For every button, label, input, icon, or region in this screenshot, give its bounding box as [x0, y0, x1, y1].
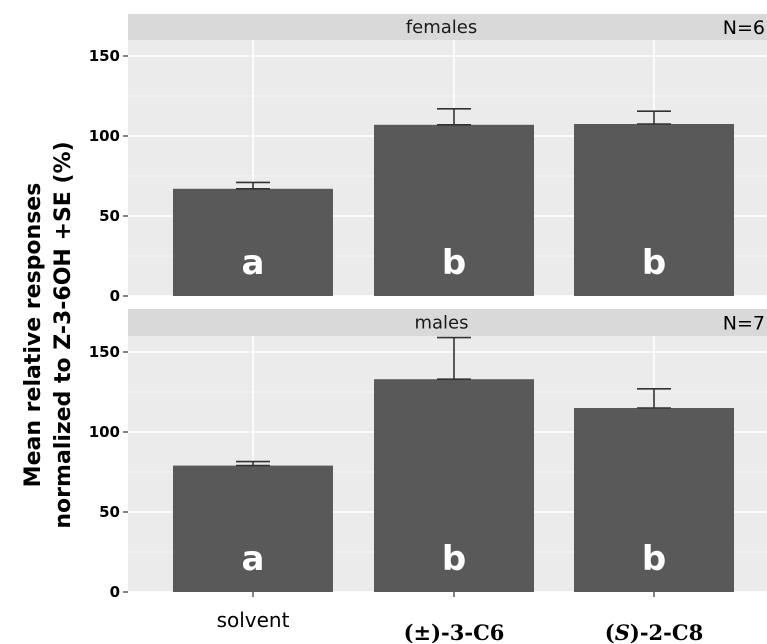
- y-tick-label: 100: [89, 127, 120, 145]
- bar: [374, 124, 534, 296]
- x-axis: solvent (±)-3-C6 (S)-2-C8: [217, 592, 703, 644]
- facet-strip: [128, 309, 767, 336]
- bar: [574, 124, 734, 296]
- sample-size-label: N=6: [723, 17, 765, 39]
- x-category-label: solvent: [217, 608, 290, 632]
- panel-females: females N=6 0 50 100 150 a b b: [89, 14, 767, 305]
- significance-letter: b: [642, 539, 666, 579]
- significance-letter: a: [242, 243, 265, 283]
- y-axis-label-line2: normalized to Z-3-6OH +SE (%): [51, 141, 76, 528]
- sample-size-label: N=7: [723, 313, 765, 335]
- y-tick-label: 50: [99, 503, 120, 521]
- significance-letter: b: [442, 539, 466, 579]
- bar: [173, 465, 333, 592]
- facet-strip-label: males: [414, 313, 468, 334]
- bar: [374, 379, 534, 592]
- y-tick-label: 0: [110, 583, 120, 601]
- y-tick-label: 50: [99, 207, 120, 225]
- bar: [173, 188, 333, 296]
- facet-strip: [128, 14, 767, 40]
- bar: [574, 408, 734, 592]
- x-category-label: (±)-3-C6: [404, 620, 505, 644]
- y-tick-label: 150: [89, 47, 120, 65]
- significance-letter: a: [242, 539, 265, 579]
- panel-males: males N=7 0 50 100 150 a b b: [89, 309, 767, 601]
- x-category-label: (S)-2-C8: [605, 620, 703, 644]
- facet-panels: females N=6 0 50 100 150 a b b males N=7 0 50 100 150 a…: [89, 14, 767, 601]
- significance-letter: b: [442, 243, 466, 283]
- significance-letter: b: [642, 243, 666, 283]
- facet-strip-label: females: [406, 17, 477, 38]
- y-tick-label: 100: [89, 423, 120, 441]
- y-tick-label: 0: [110, 287, 120, 305]
- y-tick-label: 150: [89, 343, 120, 361]
- y-axis-label-line1: Mean relative responses: [21, 183, 46, 488]
